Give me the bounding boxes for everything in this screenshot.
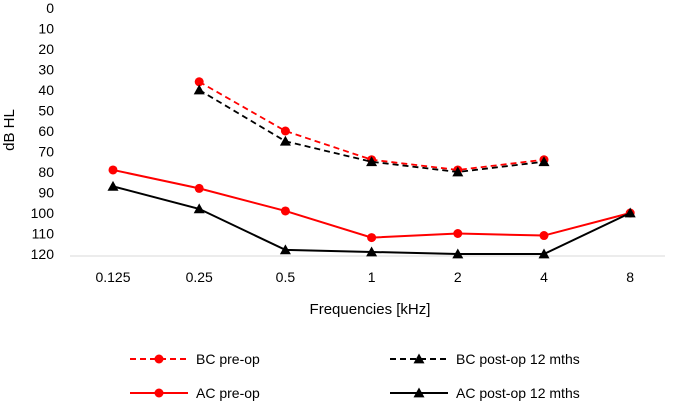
y-tick-label: 30 [38, 62, 54, 78]
data-point [194, 77, 204, 87]
series-line [198, 89, 545, 173]
legend-marker [154, 354, 164, 364]
y-tick-label: 0 [46, 0, 54, 16]
x-axis-ticks: 0.125 0.25 0.5 1 2 4 8 [95, 269, 634, 285]
data-point [366, 156, 378, 167]
y-tick-label: 70 [38, 144, 54, 160]
data-point [366, 246, 378, 257]
y-tick-label: 100 [31, 205, 55, 221]
data-point [279, 135, 291, 146]
legend-item-bc-pre-op: BC pre-op [130, 351, 260, 367]
data-point [280, 206, 290, 216]
data-point [452, 248, 464, 259]
x-tick-label: 0.25 [186, 269, 213, 285]
legend-label: BC post-op 12 mths [456, 351, 580, 367]
data-point [538, 156, 550, 167]
x-tick-label: 0.125 [95, 269, 130, 285]
y-tick-label: 50 [38, 103, 54, 119]
data-point [193, 84, 205, 95]
data-point [280, 126, 290, 136]
legend-label: BC pre-op [196, 351, 260, 367]
plot-area [107, 77, 636, 259]
data-point [538, 248, 550, 259]
series-bc-post-op-12-mths [193, 84, 550, 177]
series-ac-pre-op [108, 165, 635, 243]
data-point [367, 233, 377, 243]
legend-label: AC pre-op [196, 385, 260, 401]
data-point [193, 203, 205, 214]
y-axis-ticks: 0 10 20 30 40 50 60 70 80 90 100 110 120 [31, 0, 55, 262]
y-tick-label: 20 [38, 41, 54, 57]
data-point [107, 180, 119, 191]
legend-item-ac-pre-op: AC pre-op [130, 385, 260, 401]
series-line [112, 185, 631, 255]
legend-marker [154, 388, 164, 398]
series-line [112, 168, 631, 239]
legend: BC pre-op BC post-op 12 mths AC pre-op AC p… [130, 351, 580, 401]
x-tick-label: 0.5 [276, 269, 296, 285]
legend-label: AC post-op 12 mths [456, 385, 580, 401]
data-point [452, 166, 464, 177]
legend-item-ac-post-op-12-mths: AC post-op 12 mths [390, 385, 580, 401]
y-tick-label: 80 [38, 164, 54, 180]
x-axis-label: Frequencies [kHz] [310, 301, 431, 318]
y-tick-label: 10 [38, 21, 54, 37]
y-tick-label: 90 [38, 185, 54, 201]
x-tick-label: 1 [368, 269, 376, 285]
data-point [108, 165, 118, 175]
data-point [194, 183, 204, 193]
data-point [539, 231, 549, 241]
x-tick-label: 2 [454, 269, 462, 285]
x-tick-label: 8 [626, 269, 634, 285]
data-point [279, 244, 291, 255]
y-tick-label: 120 [31, 246, 55, 262]
legend-marker [413, 353, 425, 364]
series-ac-post-op-12-mths [107, 180, 636, 259]
y-axis-label: dB HL [1, 109, 18, 151]
y-tick-label: 40 [38, 82, 54, 98]
x-tick-label: 4 [540, 269, 548, 285]
legend-item-bc-post-op-12-mths: BC post-op 12 mths [390, 351, 580, 367]
y-tick-label: 110 [32, 226, 55, 242]
y-tick-label: 60 [38, 123, 54, 139]
data-point [624, 207, 636, 218]
data-point [453, 229, 463, 238]
legend-marker [413, 387, 425, 398]
